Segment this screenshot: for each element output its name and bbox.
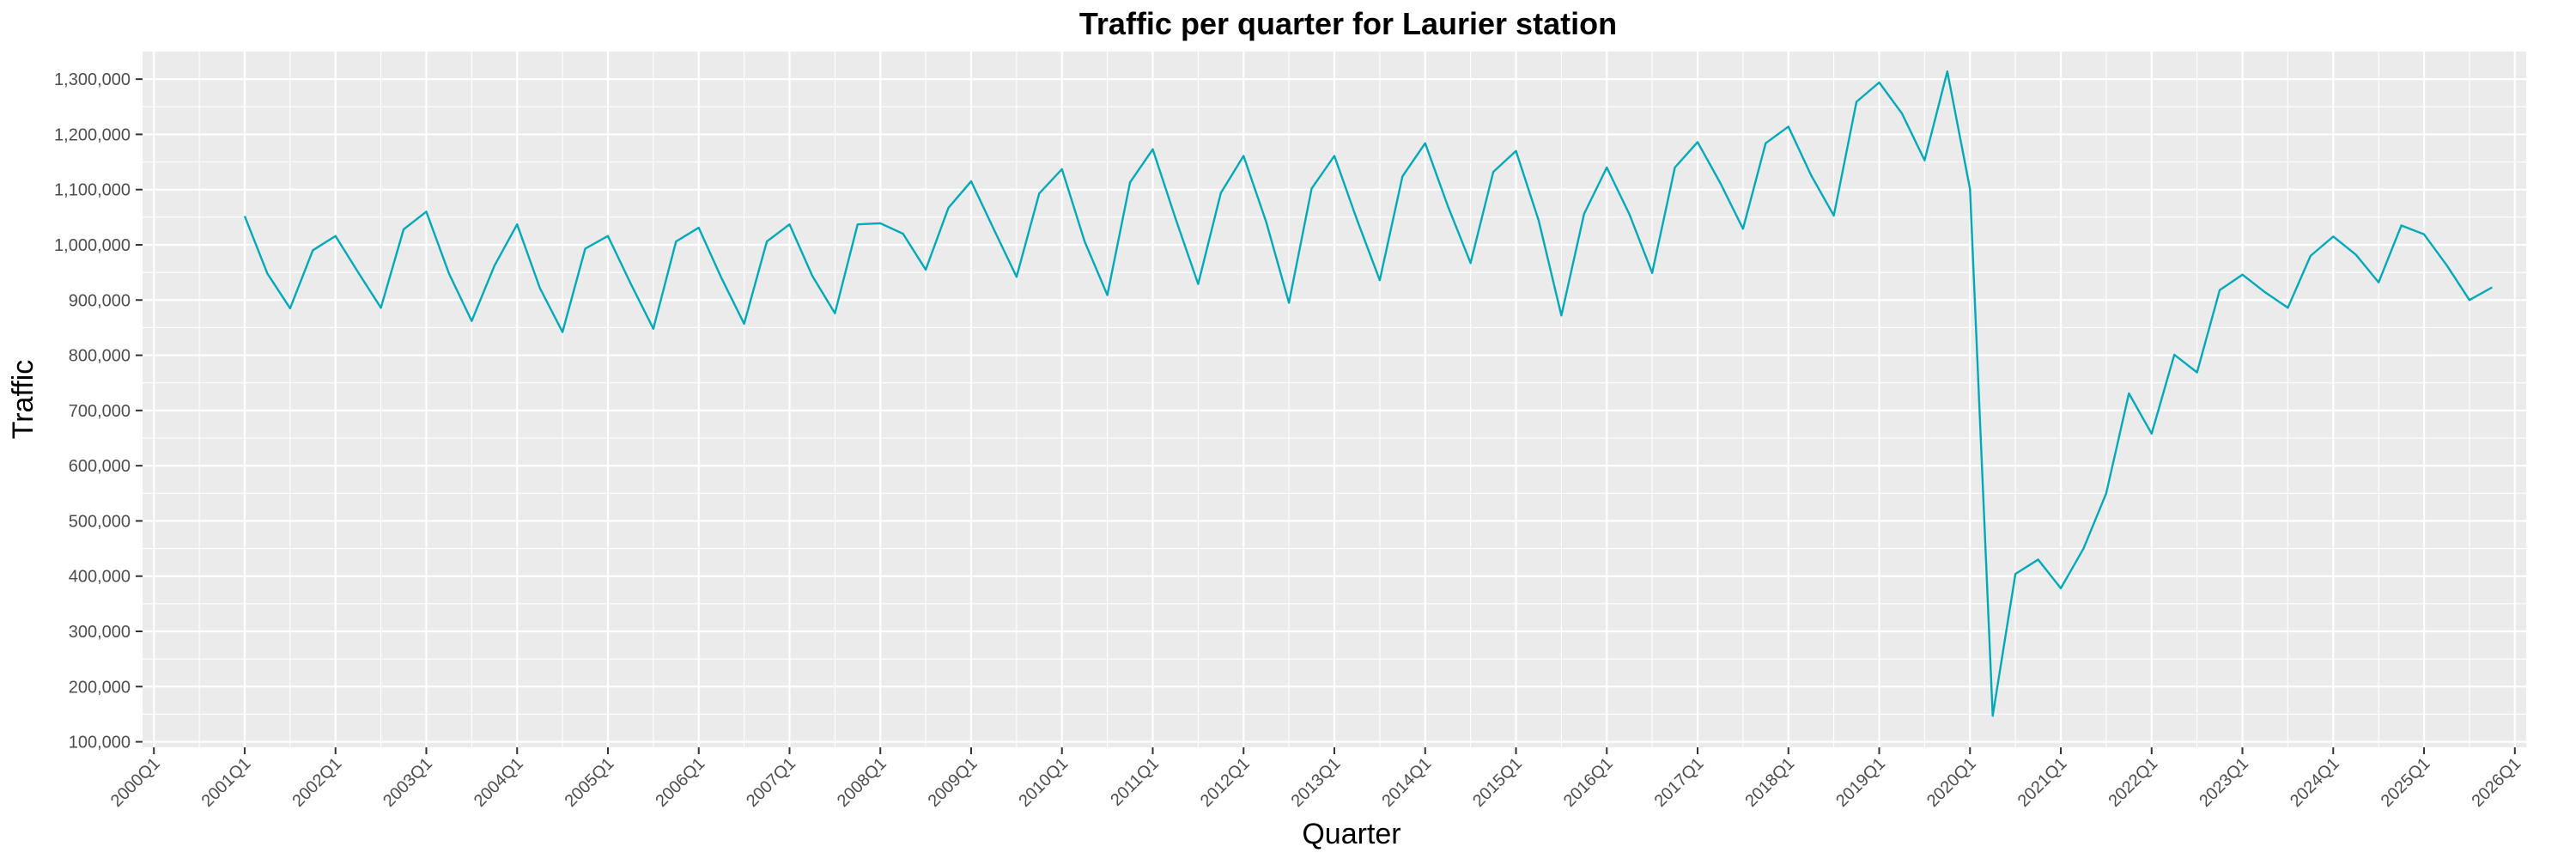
y-tick-label: 800,000 (69, 347, 131, 366)
y-axis-title: Traffic (7, 360, 39, 440)
x-tick-label: 2002Q1 (289, 754, 345, 811)
y-tick-label: 700,000 (69, 402, 131, 421)
x-tick-label: 2009Q1 (925, 754, 981, 811)
x-tick-label: 2012Q1 (1197, 754, 1254, 811)
x-tick-label: 2006Q1 (652, 754, 708, 811)
y-tick-label: 1,100,000 (54, 181, 131, 200)
x-tick-label: 2015Q1 (1469, 754, 1526, 811)
y-tick-label: 1,200,000 (54, 125, 131, 144)
x-tick-label: 2000Q1 (107, 754, 164, 811)
chart-title: Traffic per quarter for Laurier station (1079, 6, 1617, 41)
y-tick-label: 100,000 (69, 734, 131, 752)
x-tick-label: 2007Q1 (743, 754, 799, 811)
y-tick-label: 300,000 (69, 623, 131, 642)
y-tick-label: 1,000,000 (54, 236, 131, 255)
x-tick-label: 2026Q1 (2468, 754, 2524, 811)
y-tick-label: 900,000 (69, 291, 131, 310)
x-tick-label: 2018Q1 (1741, 754, 1798, 811)
x-tick-label: 2004Q1 (471, 754, 527, 811)
y-tick-label: 1,300,000 (54, 70, 131, 89)
x-tick-label: 2014Q1 (1378, 754, 1435, 811)
x-tick-label: 2011Q1 (1107, 754, 1163, 810)
x-tick-label: 2008Q1 (834, 754, 890, 811)
y-tick-label: 400,000 (69, 568, 131, 587)
x-tick-label: 2023Q1 (2196, 754, 2252, 811)
x-axis-title: Quarter (1302, 818, 1400, 850)
x-tick-label: 2005Q1 (562, 754, 618, 811)
x-tick-label: 2025Q1 (2378, 754, 2434, 811)
x-tick-label: 2020Q1 (1923, 754, 1980, 811)
x-tick-label: 2003Q1 (380, 754, 436, 811)
x-tick-label: 2016Q1 (1560, 754, 1617, 811)
x-axis: 2000Q1 2001Q1 2002Q1 2003Q1 2004Q1 2005Q1 2006… (107, 747, 2524, 811)
x-tick-label: 2001Q1 (198, 754, 255, 811)
x-tick-label: 2022Q1 (2105, 754, 2161, 811)
y-tick-label: 500,000 (69, 512, 131, 531)
y-axis: 100,000 200,000 300,000 400,000 500,000 600,0… (54, 70, 143, 752)
x-tick-label: 2019Q1 (1832, 754, 1889, 811)
x-tick-label: 2010Q1 (1015, 754, 1072, 811)
y-tick-label: 600,000 (69, 457, 131, 476)
x-tick-label: 2017Q1 (1651, 754, 1708, 811)
series-line-traffic (243, 70, 2493, 717)
x-tick-label: 2021Q1 (2014, 754, 2071, 811)
y-tick-label: 200,000 (69, 678, 131, 697)
x-tick-label: 2024Q1 (2287, 754, 2343, 811)
x-tick-label: 2013Q1 (1288, 754, 1345, 811)
